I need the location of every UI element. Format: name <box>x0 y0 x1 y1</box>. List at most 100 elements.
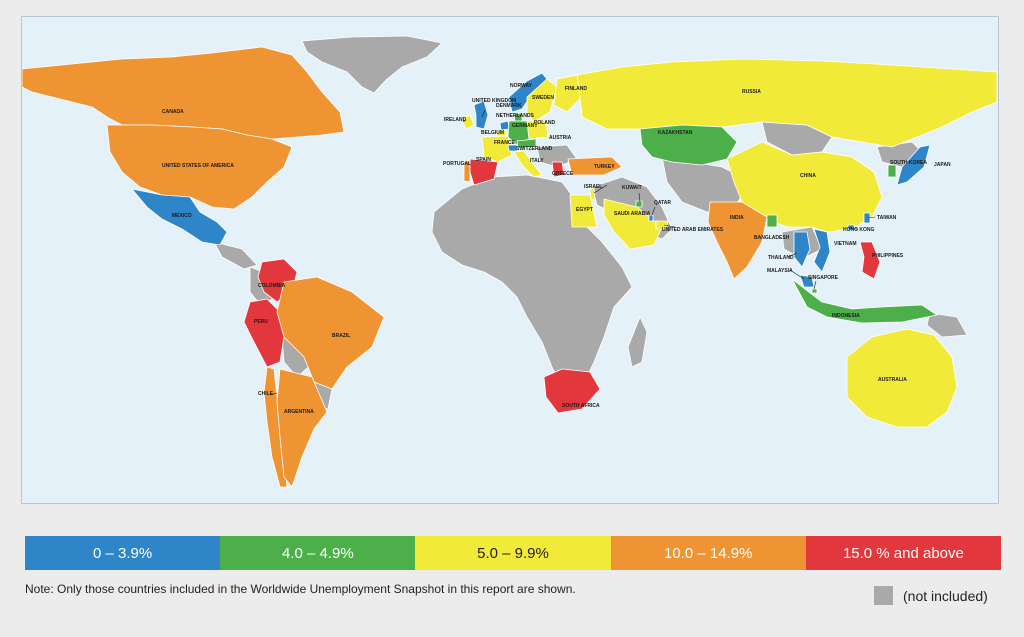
country-poland <box>526 120 549 140</box>
label-switzerland: SWITZERLAND <box>516 146 553 152</box>
label-south-korea: SOUTH KOREA <box>890 160 927 166</box>
unemployment-legend: 0 – 3.9% 4.0 – 4.9% 5.0 – 9.9% 10.0 – 14… <box>25 536 1002 570</box>
country-japan <box>896 144 931 186</box>
label-malaysia: MALAYSIA <box>767 268 793 274</box>
not-included-swatch <box>874 586 893 605</box>
country-brazil <box>276 276 385 390</box>
label-china: CHINA <box>800 173 816 179</box>
label-mexico: MEXICO <box>172 213 192 219</box>
label-south-africa: SOUTH AFRICA <box>562 403 600 409</box>
label-united-kingdom: UNITED KINGDOM <box>472 98 516 104</box>
label-peru: PERU <box>254 319 268 325</box>
country-canada <box>22 46 345 140</box>
country-italy <box>513 150 543 178</box>
country-hong-kong <box>847 224 855 231</box>
label-denmark: DENMARK <box>496 103 522 109</box>
label-japan: JAPAN <box>934 162 951 168</box>
eastern-europe <box>536 144 578 168</box>
legend-band-1: 4.0 – 4.9% <box>220 536 416 570</box>
country-uae <box>655 220 669 230</box>
label-australia: AUSTRALIA <box>878 377 907 383</box>
country-kuwait <box>635 200 643 208</box>
legend-band-4: 15.0 % and above <box>805 536 1002 570</box>
not-included-key: (not included) <box>874 586 988 605</box>
leader-taiwan <box>867 216 876 219</box>
label-germany: GERMANY <box>512 123 538 129</box>
legend-band-0-label: 0 – 3.9% <box>92 544 153 562</box>
leader-qatar <box>651 206 656 216</box>
label-brazil: BRAZIL <box>332 333 350 339</box>
leader-malaysia <box>789 269 805 280</box>
label-israel: ISRAEL <box>584 184 602 190</box>
label-sweden: SWEDEN <box>532 95 554 101</box>
label-chile: CHILE <box>258 391 274 397</box>
country-portugal <box>463 160 471 183</box>
country-argentina <box>276 368 328 488</box>
legend-band-3-label: 10.0 – 14.9% <box>664 544 753 562</box>
country-south-korea <box>887 164 897 178</box>
label-usa: UNITED STATES OF AMERICA <box>162 163 234 169</box>
country-taiwan <box>863 212 871 224</box>
legend-band-2-label: 5.0 – 9.9% <box>477 544 549 562</box>
greenland <box>301 35 443 94</box>
label-poland: POLAND <box>534 120 556 126</box>
label-bangladesh: BANGLADESH <box>754 235 790 241</box>
leader-ireland <box>462 119 467 123</box>
included-countries <box>22 46 998 488</box>
label-vietnam: VIETNAM <box>834 241 857 247</box>
leader-uae <box>663 224 676 228</box>
label-uae: UNITED ARAB EMIRATES <box>662 227 724 233</box>
label-colombia: COLOMBIA <box>258 283 286 289</box>
legend-band-0: 0 – 3.9% <box>25 536 221 570</box>
country-usa <box>106 124 293 210</box>
country-labels: CANADA UNITED STATES OF AMERICA MEXICO C… <box>162 83 951 415</box>
label-qatar: QATAR <box>654 200 671 206</box>
label-turkey: TURKEY <box>594 164 615 170</box>
central-america <box>213 241 258 270</box>
country-austria <box>516 138 537 149</box>
country-australia <box>846 328 958 428</box>
country-india <box>707 201 768 280</box>
label-austria: AUSTRIA <box>549 135 572 141</box>
country-philippines <box>859 241 881 280</box>
label-finland: FINLAND <box>565 86 587 92</box>
label-saudi-arabia: SAUDI ARABIA <box>614 211 651 217</box>
country-indonesia <box>791 278 938 324</box>
label-leader-lines <box>269 109 876 396</box>
label-netherlands: NETHERLANDS <box>496 113 534 119</box>
country-netherlands <box>499 120 510 131</box>
label-taiwan: TAIWAN <box>877 215 897 221</box>
country-chile <box>263 366 288 488</box>
country-egypt <box>569 194 598 228</box>
label-france: FRANCE <box>494 140 515 146</box>
label-norway: NORWAY <box>510 83 533 89</box>
not-included-label: (not included) <box>903 587 988 604</box>
label-ireland: IRELAND <box>444 117 467 123</box>
footnote: Note: Only those countries included in t… <box>25 582 576 596</box>
madagascar <box>627 316 648 368</box>
label-india: INDIA <box>730 215 744 221</box>
country-kazakhstan <box>639 124 738 166</box>
label-greece: GREECE <box>552 171 574 177</box>
country-bangladesh <box>766 214 778 228</box>
label-singapore: SINGAPORE <box>808 275 839 281</box>
country-vietnam <box>813 228 831 273</box>
country-mexico <box>131 188 228 246</box>
label-canada: CANADA <box>162 109 184 115</box>
country-greece <box>551 161 565 178</box>
country-turkey <box>567 156 623 176</box>
country-thailand <box>793 231 811 268</box>
legend-band-2: 5.0 – 9.9% <box>415 536 611 570</box>
country-france <box>481 135 513 163</box>
label-russia: RUSSIA <box>742 89 761 95</box>
country-peru <box>243 298 285 368</box>
label-egypt: EGYPT <box>576 207 593 213</box>
legend-band-1-label: 4.0 – 4.9% <box>281 544 354 562</box>
legend-band-3: 10.0 – 14.9% <box>610 536 806 570</box>
country-finland <box>553 74 583 113</box>
label-spain: SPAIN <box>476 157 491 163</box>
label-indonesia: INDONESIA <box>832 313 860 319</box>
country-ireland <box>461 114 475 130</box>
world-map: CANADA UNITED STATES OF AMERICA MEXICO C… <box>21 16 999 504</box>
country-qatar <box>648 214 654 222</box>
